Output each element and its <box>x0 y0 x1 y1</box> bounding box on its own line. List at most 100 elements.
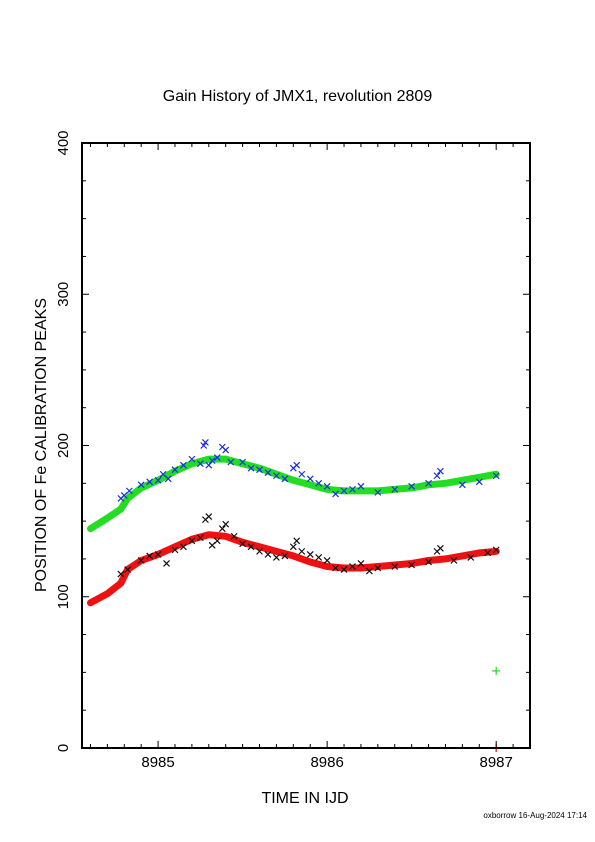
axis-ticks <box>82 142 531 749</box>
data-point-cross <box>484 549 492 557</box>
data-point-cross <box>293 461 301 469</box>
data-point-cross <box>124 566 132 573</box>
data-point-cross <box>137 481 145 489</box>
x-axis-label: TIME IN IJD <box>261 790 349 807</box>
fit-line <box>87 531 500 607</box>
data-point-cross <box>247 464 255 472</box>
data-point-cross <box>218 525 226 533</box>
data-point-cross <box>391 563 399 570</box>
data-point-cross <box>436 467 444 475</box>
data-point-cross <box>467 554 475 561</box>
x-tick-label: 8986 <box>310 754 343 771</box>
tick-labels: 0 100 200 300 400 8985 8986 8987 <box>55 130 513 771</box>
data-point-cross <box>256 547 263 555</box>
data-point-cross <box>433 472 441 480</box>
data-point-cross <box>239 458 247 466</box>
data-point-cross <box>281 475 289 483</box>
data-point-cross <box>408 482 416 490</box>
data-point-cross <box>171 546 179 554</box>
data-point-cross <box>196 534 204 542</box>
data-point-cross <box>340 566 348 573</box>
data-point-cross <box>205 513 213 521</box>
data-point-cross <box>188 537 196 545</box>
data-point-cross <box>222 520 230 528</box>
data-point-cross <box>365 567 373 575</box>
data-point-cross <box>125 487 133 495</box>
data-point-cross <box>357 482 365 490</box>
data-point-cross <box>163 560 170 567</box>
data-point-cross <box>298 547 306 555</box>
data-point-cross <box>436 544 444 552</box>
data-point-cross <box>298 470 306 478</box>
data-point-cross <box>374 564 382 572</box>
data-point-cross <box>227 458 235 466</box>
data-point-cross <box>492 472 500 480</box>
data-point-cross <box>146 478 154 486</box>
y-tick-label: 0 <box>55 744 72 752</box>
data-point-cross <box>222 446 230 454</box>
data-point-cross <box>306 475 314 483</box>
data-point-cross <box>425 558 432 566</box>
data-point-cross <box>171 466 179 474</box>
y-tick-label: 300 <box>55 282 72 307</box>
data-point-cross <box>117 570 125 578</box>
data-point-cross <box>458 481 466 489</box>
data-point-cross <box>306 550 314 558</box>
data-point-cross <box>272 554 280 561</box>
data-point-cross <box>475 478 483 486</box>
data-point-plus <box>492 666 501 675</box>
data-point-cross <box>201 439 209 446</box>
data-point-cross <box>293 537 301 545</box>
data-point-cross <box>137 557 145 564</box>
data-point-cross <box>180 461 187 469</box>
data-point-cross <box>213 537 221 545</box>
data-point-cross <box>408 561 416 569</box>
data-point-cross <box>315 479 323 487</box>
chart-title: Gain History of JMX1, revolution 2809 <box>162 88 433 105</box>
data-point-cross <box>332 490 340 498</box>
data-point-cross <box>281 552 289 560</box>
x-tick-label: 8985 <box>141 754 174 771</box>
data-point-cross <box>357 560 365 567</box>
data-point-cross <box>264 469 272 477</box>
data-point-cross <box>154 476 162 484</box>
y-tick-label: 200 <box>55 433 72 458</box>
x-tick-label: 8987 <box>480 754 513 771</box>
data-point-cross <box>349 563 356 570</box>
data-point-cross <box>332 564 340 572</box>
fit-line <box>87 455 500 533</box>
y-tick-label: 400 <box>55 130 72 155</box>
data-point-cross <box>188 455 196 463</box>
data-point-cross <box>450 557 458 564</box>
y-axis-label: POSITION OF Fe CALIBRATION PEAKS <box>33 298 50 592</box>
data-point-cross <box>247 543 255 551</box>
data-point-cross <box>205 461 213 469</box>
data-point-cross <box>196 460 204 468</box>
data-point-cross <box>374 488 382 496</box>
data-point-cross <box>315 554 323 561</box>
data-point-cross <box>289 543 297 551</box>
data-point-cross <box>230 532 238 540</box>
data-point-cross <box>340 487 348 495</box>
plot-frame <box>81 142 531 749</box>
data-point-cross <box>208 457 216 465</box>
data-point-cross <box>239 540 247 548</box>
y-tick-label: 100 <box>55 584 72 609</box>
data-points <box>117 439 501 752</box>
data-point-cross <box>180 543 187 551</box>
data-point-cross <box>272 472 280 480</box>
data-point-cross <box>164 475 172 483</box>
data-point-cross <box>425 479 432 487</box>
data-point-cross <box>256 466 263 474</box>
footer-stamp: oxborrow 16-Aug-2024 17:14 <box>483 811 587 820</box>
data-point-cross <box>391 485 399 493</box>
data-point-cross <box>154 550 162 558</box>
data-point-cross <box>323 557 331 564</box>
data-point-cross <box>323 482 331 490</box>
data-point-cross <box>213 454 221 462</box>
data-point-cross <box>264 550 272 558</box>
data-point-cross <box>492 546 500 554</box>
data-point-cross <box>146 552 154 560</box>
data-point-cross <box>349 485 356 493</box>
